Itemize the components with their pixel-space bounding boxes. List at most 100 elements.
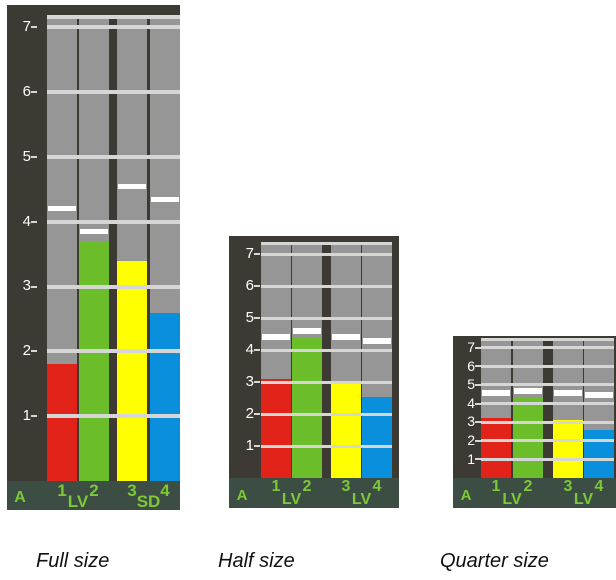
peak-hold-marker <box>151 196 179 202</box>
scale-gridline <box>47 25 180 30</box>
channel-number: 2 <box>89 481 99 500</box>
channel-label-strip <box>453 478 616 508</box>
scale-tick-label: 2 <box>22 342 31 360</box>
scale-tick <box>31 91 37 94</box>
scale-gridline <box>481 402 614 406</box>
channel-number: 1 <box>271 478 281 495</box>
scale-tick-label: 3 <box>245 372 254 390</box>
group-label: SD <box>136 492 161 511</box>
scale-tick-label: 4 <box>245 340 254 358</box>
channel-number: 2 <box>523 478 533 495</box>
scale-gridline <box>261 380 392 384</box>
peak-hold-marker <box>514 388 542 395</box>
scale-gridline <box>47 155 180 160</box>
meter-quarter-size: 1 2 3 4 5 6 7 A 1 2 3 4 LV LV <box>453 336 616 508</box>
scale-tick <box>475 383 481 386</box>
caption-quarter-size: Quarter size <box>440 550 549 572</box>
scale-top-line <box>261 242 392 245</box>
scale-tick-label: 4 <box>22 212 31 230</box>
level-bar <box>513 397 543 478</box>
scale-tick <box>31 350 37 353</box>
scale-gridline <box>47 349 180 354</box>
channel-number: 3 <box>563 478 573 495</box>
scale-gridline <box>481 439 614 443</box>
group-label: LV <box>281 491 302 508</box>
scale-tick <box>475 439 481 442</box>
channel-number: 3 <box>341 478 351 495</box>
level-bar <box>261 378 291 478</box>
scale-tick <box>254 349 260 352</box>
scale-gridline <box>261 348 392 352</box>
scale-tick <box>475 365 481 368</box>
scale-tick-label: 2 <box>245 404 254 422</box>
level-bar <box>331 380 361 478</box>
peak-hold-marker <box>118 183 146 189</box>
scale-gridline <box>261 316 392 320</box>
scale-tick-label: 5 <box>22 147 31 165</box>
peak-hold-marker <box>293 328 321 335</box>
scale-gridline <box>481 383 614 387</box>
channel-number: 1 <box>491 478 501 495</box>
peak-hold-marker <box>554 390 582 397</box>
peak-hold-marker <box>585 392 613 399</box>
scale-gridline <box>481 346 614 350</box>
peak-hold-marker <box>482 390 510 397</box>
level-bar <box>47 364 77 481</box>
channel-number: 4 <box>372 478 382 495</box>
scale-tick <box>31 26 37 29</box>
bank-label: A <box>236 487 248 504</box>
channel-number: 1 <box>57 481 67 500</box>
bank-label: A <box>460 487 472 504</box>
scale-tick <box>31 415 37 418</box>
peak-hold-marker <box>48 206 76 212</box>
level-bar <box>79 241 109 481</box>
peak-hold-marker <box>262 334 290 341</box>
channel-label-strip <box>7 481 180 510</box>
caption-full-size: Full size <box>36 550 110 572</box>
scale-tick-label: 1 <box>467 450 475 467</box>
scale-gridline <box>261 444 392 448</box>
scale-tick <box>475 458 481 461</box>
scale-tick <box>254 285 260 288</box>
scale-tick-label: 7 <box>245 245 254 263</box>
caption-half-size: Half size <box>218 550 295 572</box>
scale-tick <box>31 220 37 223</box>
channel-number: 3 <box>127 481 137 500</box>
channel-number: 2 <box>302 478 312 495</box>
scale-tick <box>475 402 481 405</box>
scale-tick-label: 5 <box>467 376 475 393</box>
meter-half-size: 1 2 3 4 5 6 7 A 1 2 3 4 LV LV <box>229 236 399 508</box>
scale-gridline <box>47 414 180 419</box>
level-bar <box>150 312 180 481</box>
scale-gridline <box>481 457 614 461</box>
group-label: LV <box>502 491 522 508</box>
scale-tick-label: 6 <box>22 83 31 101</box>
group-label: LV <box>351 491 372 508</box>
scale-tick <box>254 317 260 320</box>
scale-tick-label: 7 <box>22 18 31 36</box>
scale-gridline <box>47 219 180 224</box>
scale-tick <box>254 445 260 448</box>
scale-gridline <box>481 420 614 424</box>
scale-tick-label: 5 <box>245 309 254 327</box>
peak-hold-marker <box>80 229 108 235</box>
scale-tick-label: 1 <box>22 406 31 424</box>
scale-tick <box>254 253 260 256</box>
scale-top-line <box>47 15 180 19</box>
scale-tick-label: 3 <box>22 277 31 295</box>
scale-tick <box>31 156 37 159</box>
group-label: LV <box>573 491 594 508</box>
channel-number: 4 <box>594 478 604 495</box>
level-bar <box>362 396 392 478</box>
meter-full-size: 1 2 3 4 5 6 7 A 1 2 3 4 LV SD <box>7 5 180 510</box>
scale-gridline <box>47 90 180 95</box>
channel-number: 4 <box>160 481 170 500</box>
scale-tick-label: 6 <box>467 357 475 374</box>
scale-tick <box>254 413 260 416</box>
scale-tick-label: 4 <box>467 394 475 411</box>
scale-gridline <box>261 284 392 288</box>
level-bar <box>553 420 583 478</box>
group-label: LV <box>67 492 89 511</box>
scale-tick <box>475 421 481 424</box>
scale-tick-label: 7 <box>467 339 475 356</box>
